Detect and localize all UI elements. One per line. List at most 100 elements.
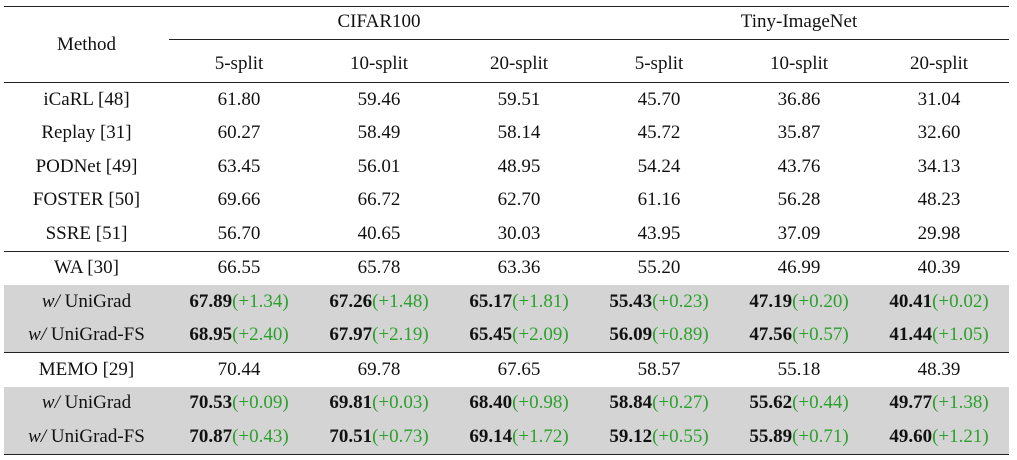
header-row-groups: Method CIFAR100 Tiny-ImageNet — [4, 6, 1010, 83]
accuracy-value: 58.57 — [637, 358, 681, 380]
accuracy-value: 47.19 — [749, 290, 793, 312]
accuracy-value: 55.20 — [637, 257, 681, 279]
accuracy-value: 45.72 — [637, 122, 681, 144]
accuracy-value: 61.80 — [217, 88, 261, 110]
accuracy-value: 68.95 — [189, 324, 233, 346]
accuracy-value: 29.98 — [917, 222, 961, 244]
method-cell: PODNet [49] — [4, 150, 169, 184]
value-cell: 43.95 — [589, 217, 729, 251]
accuracy-value: 62.70 — [497, 189, 541, 211]
method-label: UniGrad-FS — [46, 425, 145, 447]
accuracy-value: 45.70 — [637, 88, 681, 110]
value-cell: 59.51 — [449, 83, 589, 117]
accuracy-value: 67.26 — [329, 290, 373, 312]
accuracy-value: 41.44 — [889, 324, 933, 346]
improvement-delta: (+0.55) — [652, 425, 709, 447]
method-label: PODNet [49] — [35, 155, 138, 177]
improvement-delta: (+1.38) — [932, 392, 989, 414]
group-header-tiny-imagenet: Tiny-ImageNet — [589, 6, 1010, 46]
improvement-delta: (+0.20) — [792, 290, 849, 312]
value-cell: 54.24 — [589, 150, 729, 184]
method-label: UniGrad — [59, 392, 132, 414]
accuracy-value: 56.09 — [609, 324, 653, 346]
table-row: w/ UniGrad-FS 70.87(+0.43) 70.51(+0.73) 69.… — [4, 420, 1010, 455]
value-cell: 58.84(+0.27) — [589, 386, 729, 420]
value-cell: 55.62(+0.44) — [729, 386, 869, 420]
value-cell: 58.57 — [589, 352, 729, 387]
method-prefix: w/ — [41, 290, 60, 312]
table-row: WA [30] 66.55 65.78 63.36 55.20 46.99 40.39 — [4, 250, 1010, 285]
value-cell: 48.95 — [449, 150, 589, 184]
improvement-delta: (+0.44) — [792, 392, 849, 414]
table-row: SSRE [51] 56.70 40.65 30.03 43.95 37.09 29.98 — [4, 217, 1009, 251]
method-header: Method — [4, 6, 169, 83]
improvement-delta: (+0.57) — [792, 324, 849, 346]
value-cell: 55.20 — [589, 250, 729, 285]
value-cell: 55.18 — [729, 352, 869, 387]
method-cell: w/ UniGrad-FS — [4, 318, 169, 353]
value-cell: 66.55 — [169, 250, 309, 285]
value-cell: 48.23 — [869, 184, 1009, 218]
table-row: Replay [31] 60.27 58.49 58.14 45.72 35.87 32.6… — [4, 117, 1009, 151]
value-cell: 56.01 — [309, 150, 449, 184]
value-cell: 58.14 — [449, 117, 589, 151]
accuracy-value: 55.62 — [749, 392, 793, 414]
value-cell: 40.41(+0.02) — [869, 285, 1010, 319]
value-cell: 46.99 — [729, 250, 869, 285]
value-cell: 67.65 — [449, 352, 589, 387]
value-cell: 49.60(+1.21) — [869, 420, 1010, 455]
value-cell: 68.95(+2.40) — [169, 318, 309, 353]
value-cell: 41.44(+1.05) — [869, 318, 1010, 353]
method-label: iCaRL [48] — [43, 88, 130, 110]
accuracy-value: 36.86 — [777, 88, 821, 110]
accuracy-value: 37.09 — [777, 222, 821, 244]
improvement-delta: (+1.34) — [232, 290, 289, 312]
method-cell: iCaRL [48] — [4, 83, 169, 117]
method-label: UniGrad-FS — [46, 324, 145, 346]
table-row: w/ UniGrad 70.53(+0.09) 69.81(+0.03) 68.40(… — [4, 386, 1010, 420]
method-label: SSRE [51] — [45, 222, 128, 244]
group-header-cifar100: CIFAR100 — [169, 6, 589, 46]
improvement-delta: (+1.72) — [512, 425, 569, 447]
value-cell: 31.04 — [869, 83, 1009, 117]
accuracy-value: 46.99 — [777, 257, 821, 279]
accuracy-value: 63.36 — [497, 257, 541, 279]
header-row-splits: 5-split 10-split 20-split 5-split 10-spl… — [4, 46, 1010, 83]
value-cell: 32.60 — [869, 117, 1009, 151]
improvement-delta: (+2.19) — [372, 324, 429, 346]
value-cell: 70.51(+0.73) — [309, 420, 449, 455]
accuracy-value: 43.76 — [777, 155, 821, 177]
improvement-delta: (+1.05) — [932, 324, 989, 346]
value-cell: 68.40(+0.98) — [449, 386, 589, 420]
value-cell: 40.65 — [309, 217, 449, 251]
accuracy-value: 66.55 — [217, 257, 261, 279]
split-header: 5-split — [169, 46, 309, 83]
accuracy-value: 58.84 — [609, 392, 653, 414]
value-cell: 69.66 — [169, 184, 309, 218]
accuracy-value: 59.51 — [497, 88, 541, 110]
accuracy-value: 55.89 — [749, 425, 793, 447]
method-label: Replay [31] — [41, 122, 132, 144]
results-table: Method CIFAR100 Tiny-ImageNet 5-split 10… — [4, 6, 1010, 455]
accuracy-value: 59.46 — [357, 88, 401, 110]
results-table-container: Method CIFAR100 Tiny-ImageNet 5-split 10… — [4, 6, 1010, 455]
accuracy-value: 65.17 — [469, 290, 513, 312]
value-cell: 66.72 — [309, 184, 449, 218]
value-cell: 36.86 — [729, 83, 869, 117]
accuracy-value: 55.18 — [777, 358, 821, 380]
improvement-delta: (+0.23) — [652, 290, 709, 312]
improvement-delta: (+0.73) — [372, 425, 429, 447]
value-cell: 61.80 — [169, 83, 309, 117]
accuracy-value: 59.12 — [609, 425, 653, 447]
value-cell: 58.49 — [309, 117, 449, 151]
method-cell: w/ UniGrad-FS — [4, 420, 169, 455]
accuracy-value: 68.40 — [469, 392, 513, 414]
accuracy-value: 67.97 — [329, 324, 373, 346]
value-cell: 69.14(+1.72) — [449, 420, 589, 455]
method-prefix: w/ — [41, 392, 60, 414]
improvement-delta: (+0.09) — [232, 392, 289, 414]
split-header: 5-split — [589, 46, 729, 83]
value-cell: 69.81(+0.03) — [309, 386, 449, 420]
table-row: FOSTER [50] 69.66 66.72 62.70 61.16 56.28 48.2… — [4, 184, 1009, 218]
accuracy-value: 69.81 — [329, 392, 373, 414]
